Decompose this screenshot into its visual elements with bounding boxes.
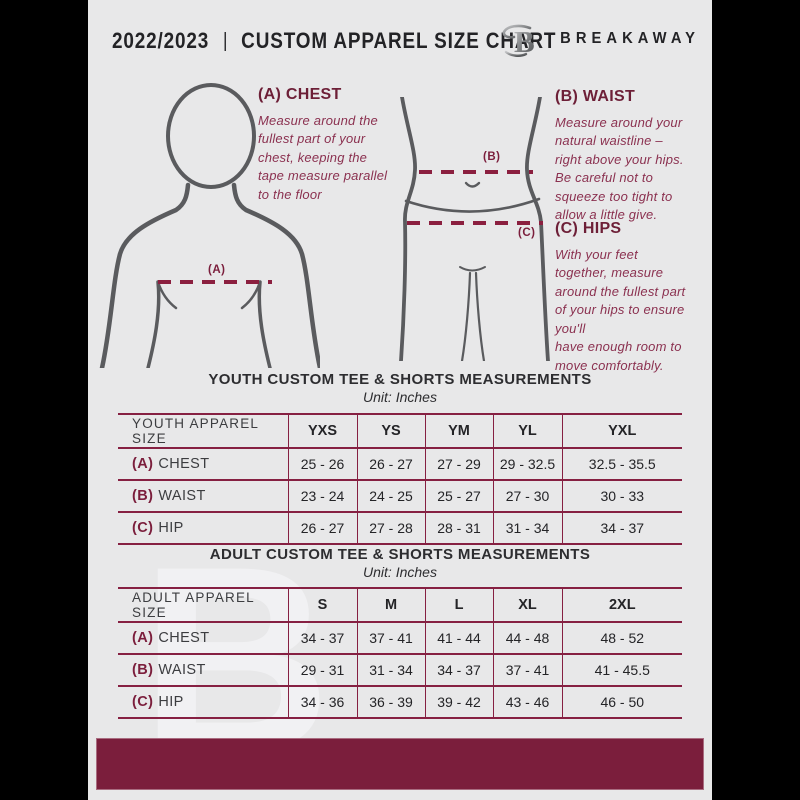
waist-guide-body: Measure around your natural waistline – … (555, 115, 684, 223)
season-label: 2022/2023 (112, 28, 210, 53)
adult-size-table: ADULT APPAREL SIZE S M L XL 2XL (A) CHEST… (118, 587, 682, 719)
youth-waist-row: (B) WAIST 23 - 24 24 - 25 25 - 27 27 - 30… (118, 480, 682, 513)
adult-col-s: S (287, 587, 357, 623)
header-left: 2022/2023 | CUSTOM APPAREL SIZE CHART (112, 28, 556, 54)
row-marker: (C) (132, 520, 154, 536)
measurement-cell: 30 - 33 (561, 480, 682, 513)
hips-guide-body: With your feet together, measure around … (555, 247, 686, 373)
youth-col-ym: YM (424, 413, 493, 449)
youth-table-title: YOUTH CUSTOM TEE & SHORTS MEASUREMENTS (208, 371, 592, 388)
measurement-cell: 27 - 28 (356, 512, 425, 545)
measurement-cell: 41 - 44 (424, 622, 493, 655)
measurement-cell: 34 - 37 (424, 654, 493, 687)
row-label: (C) HIP (118, 512, 288, 545)
breakaway-logo-icon: B (499, 24, 535, 59)
youth-size-table: YOUTH APPAREL SIZE YXS YS YM YL YXL (A) C… (118, 413, 682, 545)
measurement-cell: 29 - 31 (287, 654, 357, 687)
size-chart-page: B 2022/2023 | CUSTOM APPAREL SIZE CHART … (88, 0, 712, 800)
row-label-text: CHEST (158, 456, 210, 472)
row-label: (A) CHEST (118, 622, 288, 655)
row-label: (B) WAIST (118, 480, 288, 513)
measurement-cell: 24 - 25 (356, 480, 425, 513)
measurement-cell: 27 - 29 (424, 448, 493, 481)
measurement-cell: 25 - 27 (424, 480, 493, 513)
adult-col-xl: XL (492, 587, 562, 623)
footer-accent-bar (96, 738, 704, 790)
measurement-cell: 34 - 37 (287, 622, 357, 655)
measurement-cell: 28 - 31 (424, 512, 493, 545)
measurement-cell: 25 - 26 (287, 448, 357, 481)
measurement-cell: 41 - 45.5 (561, 654, 682, 687)
marker-b-label: (B) (483, 151, 501, 163)
adult-hip-row: (C) HIP 34 - 36 36 - 39 39 - 42 43 - 46 4… (118, 686, 682, 719)
adult-waist-row: (B) WAIST 29 - 31 31 - 34 34 - 37 37 - 41… (118, 654, 682, 687)
youth-chest-row: (A) CHEST 25 - 26 26 - 27 27 - 29 29 - 32… (118, 448, 682, 481)
measurement-cell: 26 - 27 (287, 512, 357, 545)
row-marker: (C) (132, 694, 154, 710)
hips-guide: (C) HIPS With your feet together, measur… (555, 220, 709, 375)
measurement-cell: 34 - 37 (561, 512, 682, 545)
measurement-cell: 29 - 32.5 (492, 448, 562, 481)
row-marker: (B) (132, 662, 154, 678)
row-label-text: HIP (158, 694, 184, 710)
waist-guide-heading: (B) WAIST (555, 88, 636, 105)
youth-header-row: YOUTH APPAREL SIZE YXS YS YM YL YXL (118, 413, 682, 449)
chest-guide-heading: (A) CHEST (258, 86, 342, 103)
measurement-cell: 43 - 46 (492, 686, 562, 719)
adult-chest-row: (A) CHEST 34 - 37 37 - 41 41 - 44 44 - 48… (118, 622, 682, 655)
svg-text:B: B (514, 24, 535, 59)
measurement-cell: 37 - 41 (492, 654, 562, 687)
hips-guide-heading: (C) HIPS (555, 220, 622, 237)
row-label-text: WAIST (158, 488, 206, 504)
adult-header-row: ADULT APPAREL SIZE S M L XL 2XL (118, 587, 682, 623)
brand-block: B BREAKAWAY (499, 18, 700, 60)
row-label-text: HIP (158, 520, 184, 536)
youth-col-yxl: YXL (561, 413, 682, 449)
adult-col-2xl: 2XL (561, 587, 682, 623)
adult-col-l: L (424, 587, 493, 623)
row-marker: (A) (132, 456, 154, 472)
brand-name: BREAKAWAY (560, 30, 700, 47)
measurement-cell: 37 - 41 (356, 622, 425, 655)
row-marker: (B) (132, 488, 154, 504)
measurement-cell: 34 - 36 (287, 686, 357, 719)
row-label: (B) WAIST (118, 654, 288, 687)
marker-c-label: (C) (518, 227, 536, 239)
youth-label-header: YOUTH APPAREL SIZE (118, 413, 288, 449)
youth-table-unit: Unit: Inches (363, 389, 437, 405)
measurement-cell: 36 - 39 (356, 686, 425, 719)
adult-table-unit: Unit: Inches (363, 564, 437, 580)
adult-label-header: ADULT APPAREL SIZE (118, 587, 288, 623)
measurement-cell: 27 - 30 (492, 480, 562, 513)
row-label: (C) HIP (118, 686, 288, 719)
youth-col-yl: YL (492, 413, 562, 449)
waist-guide: (B) WAIST Measure around your natural wa… (555, 88, 709, 225)
youth-col-yxs: YXS (287, 413, 357, 449)
row-marker: (A) (132, 630, 154, 646)
adult-col-m: M (356, 587, 425, 623)
marker-a-label: (A) (208, 264, 226, 276)
measurement-cell: 23 - 24 (287, 480, 357, 513)
measurement-cell: 39 - 42 (424, 686, 493, 719)
chest-guide: (A) CHEST Measure around the fullest par… (258, 86, 412, 204)
youth-hip-row: (C) HIP 26 - 27 27 - 28 28 - 31 31 - 34 3… (118, 512, 682, 545)
measurement-cell: 31 - 34 (492, 512, 562, 545)
measurement-cell: 31 - 34 (356, 654, 425, 687)
youth-col-ys: YS (356, 413, 425, 449)
lower-body-figure (390, 97, 560, 361)
measurement-cell: 48 - 52 (561, 622, 682, 655)
row-label-text: WAIST (158, 662, 206, 678)
chest-guide-body: Measure around the fullest part of your … (258, 113, 388, 202)
row-label: (A) CHEST (118, 448, 288, 481)
measurement-cell: 44 - 48 (492, 622, 562, 655)
header-divider: | (222, 29, 228, 52)
measurement-cell: 32.5 - 35.5 (561, 448, 682, 481)
row-label-text: CHEST (158, 630, 210, 646)
measurement-cell: 46 - 50 (561, 686, 682, 719)
upper-body-figure (98, 82, 320, 368)
measurement-cell: 26 - 27 (356, 448, 425, 481)
adult-table-title: ADULT CUSTOM TEE & SHORTS MEASUREMENTS (209, 546, 591, 563)
